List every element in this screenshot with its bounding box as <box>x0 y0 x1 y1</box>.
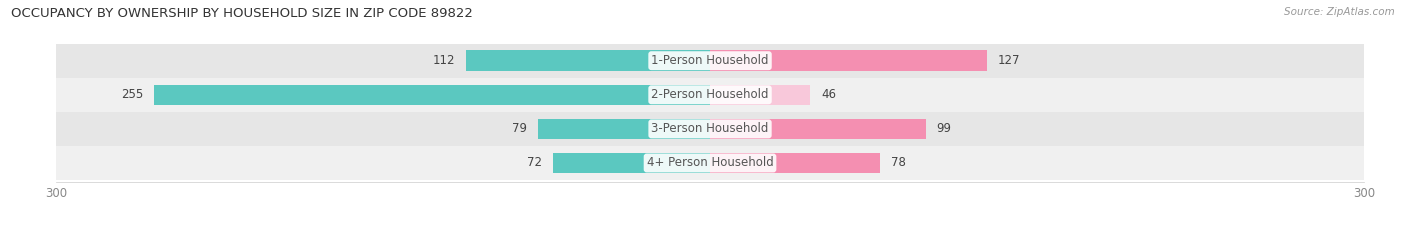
Text: OCCUPANCY BY OWNERSHIP BY HOUSEHOLD SIZE IN ZIP CODE 89822: OCCUPANCY BY OWNERSHIP BY HOUSEHOLD SIZE… <box>11 7 474 20</box>
Bar <box>710 85 810 105</box>
Text: 79: 79 <box>512 122 527 135</box>
Text: 2-Person Household: 2-Person Household <box>651 88 769 101</box>
Bar <box>710 153 880 173</box>
Bar <box>56 44 1364 78</box>
Text: 4+ Person Household: 4+ Person Household <box>647 157 773 169</box>
Bar <box>538 119 710 139</box>
Text: 112: 112 <box>433 54 456 67</box>
Text: 99: 99 <box>936 122 952 135</box>
Bar <box>710 119 925 139</box>
Bar <box>710 51 987 71</box>
Text: 46: 46 <box>821 88 837 101</box>
Bar <box>155 85 710 105</box>
Text: 127: 127 <box>998 54 1021 67</box>
Text: 78: 78 <box>891 157 905 169</box>
Text: 1-Person Household: 1-Person Household <box>651 54 769 67</box>
Text: 3-Person Household: 3-Person Household <box>651 122 769 135</box>
Text: 255: 255 <box>121 88 143 101</box>
Text: Source: ZipAtlas.com: Source: ZipAtlas.com <box>1284 7 1395 17</box>
Bar <box>56 112 1364 146</box>
Bar <box>56 78 1364 112</box>
Bar <box>553 153 710 173</box>
Text: 72: 72 <box>527 157 543 169</box>
Bar <box>465 51 710 71</box>
Bar <box>56 146 1364 180</box>
